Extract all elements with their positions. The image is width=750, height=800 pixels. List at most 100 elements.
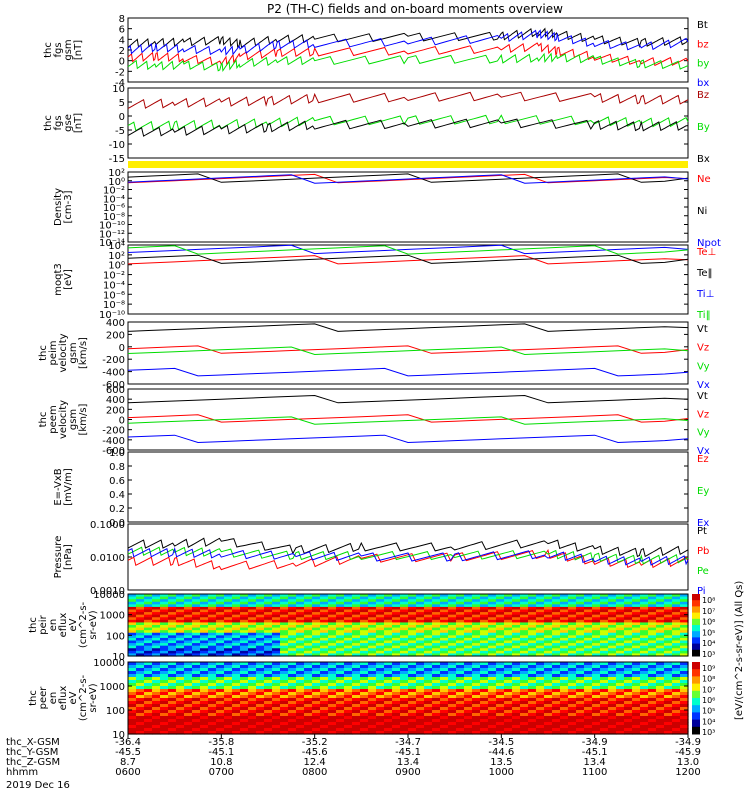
spectrogram-cell bbox=[304, 689, 313, 693]
spectrogram-cell bbox=[232, 683, 241, 687]
spectrogram-cell bbox=[288, 713, 297, 717]
spectrogram-cell bbox=[616, 677, 625, 681]
spectrogram-cell bbox=[336, 627, 345, 631]
spectrogram-cell bbox=[320, 722, 329, 726]
spectrogram-cell bbox=[680, 627, 689, 631]
spectrogram-cell bbox=[576, 731, 585, 735]
spectrogram-cell bbox=[216, 683, 225, 687]
spectrogram-cell bbox=[432, 599, 441, 603]
spectrogram-cell bbox=[520, 680, 529, 684]
spectrogram-cell bbox=[488, 627, 497, 631]
spectrogram-cell bbox=[152, 612, 161, 616]
spectrogram-cell bbox=[656, 713, 665, 717]
spectrogram-cell bbox=[216, 627, 225, 631]
spectrogram-cell bbox=[240, 710, 249, 714]
spectrogram-cell bbox=[288, 710, 297, 714]
y-axis-label: E=-VxB bbox=[53, 468, 64, 505]
spectrogram-cell bbox=[552, 713, 561, 717]
y-axis-label: eflux bbox=[58, 613, 69, 638]
spectrogram-cell bbox=[496, 617, 505, 621]
spectrogram-cell bbox=[168, 686, 177, 690]
spectrogram-cell bbox=[288, 599, 297, 603]
spectrogram-cell bbox=[480, 596, 489, 600]
spectrogram-cell bbox=[672, 612, 681, 616]
spectrogram-cell bbox=[224, 686, 233, 690]
spectrogram-cell bbox=[248, 619, 257, 624]
y-tick-label: 10⁻² bbox=[103, 271, 125, 282]
spectrogram-cell bbox=[544, 698, 553, 702]
spectrogram-cell bbox=[240, 722, 249, 726]
spectrogram-cell bbox=[344, 668, 353, 672]
spectrogram-cell bbox=[304, 695, 313, 699]
spectrogram-cell bbox=[272, 725, 281, 729]
spectrogram-cell bbox=[152, 707, 161, 711]
spectrogram-cell bbox=[440, 677, 449, 681]
spectrogram-cell bbox=[200, 662, 209, 666]
spectrogram-cell bbox=[448, 686, 457, 690]
spectrogram-cell bbox=[256, 692, 265, 696]
spectrogram-cell bbox=[512, 731, 521, 735]
spectrogram-cell bbox=[184, 719, 193, 723]
spectrogram-cell bbox=[440, 612, 449, 616]
spectrogram-cell bbox=[144, 674, 153, 678]
spectrogram-cell bbox=[680, 601, 689, 605]
spectrogram-cell bbox=[576, 707, 585, 711]
spectrogram-cell bbox=[408, 625, 417, 629]
spectrogram-cell bbox=[240, 596, 249, 600]
spectrogram-cell bbox=[264, 637, 273, 642]
spectrogram-cell bbox=[368, 643, 377, 647]
spectrogram-cell bbox=[240, 599, 249, 603]
spectrogram-cell bbox=[672, 683, 681, 687]
spectrogram-cell bbox=[248, 622, 257, 626]
spectrogram-cell bbox=[656, 719, 665, 723]
spectrogram-cell bbox=[448, 625, 457, 629]
spectrogram-cell bbox=[608, 689, 617, 693]
spectrogram-cell bbox=[264, 650, 273, 655]
spectrogram-cell bbox=[280, 716, 289, 720]
spectrogram-cell bbox=[376, 680, 385, 684]
spectrogram-cell bbox=[376, 640, 385, 644]
spectrogram-cell bbox=[488, 725, 497, 729]
spectrogram-cell bbox=[296, 719, 305, 723]
spectrogram-cell bbox=[240, 612, 249, 616]
spectrogram-cell bbox=[600, 716, 609, 720]
spectrogram-cell bbox=[464, 606, 473, 611]
spectrogram-cell bbox=[144, 662, 153, 666]
spectrogram-cell bbox=[576, 689, 585, 693]
spectrogram-cell bbox=[136, 671, 145, 675]
spectrogram-cell bbox=[440, 662, 449, 666]
legend-Vz: Vz bbox=[697, 409, 709, 420]
spectrogram-cell bbox=[288, 689, 297, 693]
spectrogram-cell bbox=[520, 719, 529, 723]
spectrogram-cell bbox=[392, 692, 401, 696]
spectrogram-cell bbox=[520, 632, 529, 636]
spectrogram-cell bbox=[640, 614, 649, 618]
spectrogram-cell bbox=[512, 648, 521, 652]
spectrogram-cell bbox=[280, 710, 289, 714]
y-axis-label: eflux bbox=[58, 686, 69, 711]
spectrogram-cell bbox=[192, 604, 201, 608]
spectrogram-cell bbox=[272, 731, 281, 735]
spectrogram-cell bbox=[408, 606, 417, 611]
spectrogram-cell bbox=[440, 653, 449, 657]
spectrogram-cell bbox=[208, 612, 217, 616]
spectrogram-cell bbox=[312, 686, 321, 690]
spectrogram-cell bbox=[200, 596, 209, 600]
spectrogram-cell bbox=[472, 637, 481, 642]
spectrogram-cell bbox=[128, 698, 137, 702]
spectrogram-cell bbox=[336, 674, 345, 678]
spectrogram-cell bbox=[656, 606, 665, 611]
spectrogram-cell bbox=[224, 614, 233, 618]
spectrogram-cell bbox=[400, 625, 409, 629]
y-tick-label: 0 bbox=[119, 416, 125, 427]
spectrogram-cell bbox=[624, 722, 633, 726]
spectrogram-cell bbox=[192, 665, 201, 669]
spectrogram-cell bbox=[272, 604, 281, 608]
spectrogram-cell bbox=[680, 689, 689, 693]
spectrogram-cell bbox=[440, 695, 449, 699]
spectrogram-cell bbox=[352, 643, 361, 647]
spectrogram-cell bbox=[160, 643, 169, 647]
spectrogram-cell bbox=[600, 668, 609, 672]
spectrogram-cell bbox=[576, 640, 585, 644]
spectrogram-cell bbox=[464, 695, 473, 699]
